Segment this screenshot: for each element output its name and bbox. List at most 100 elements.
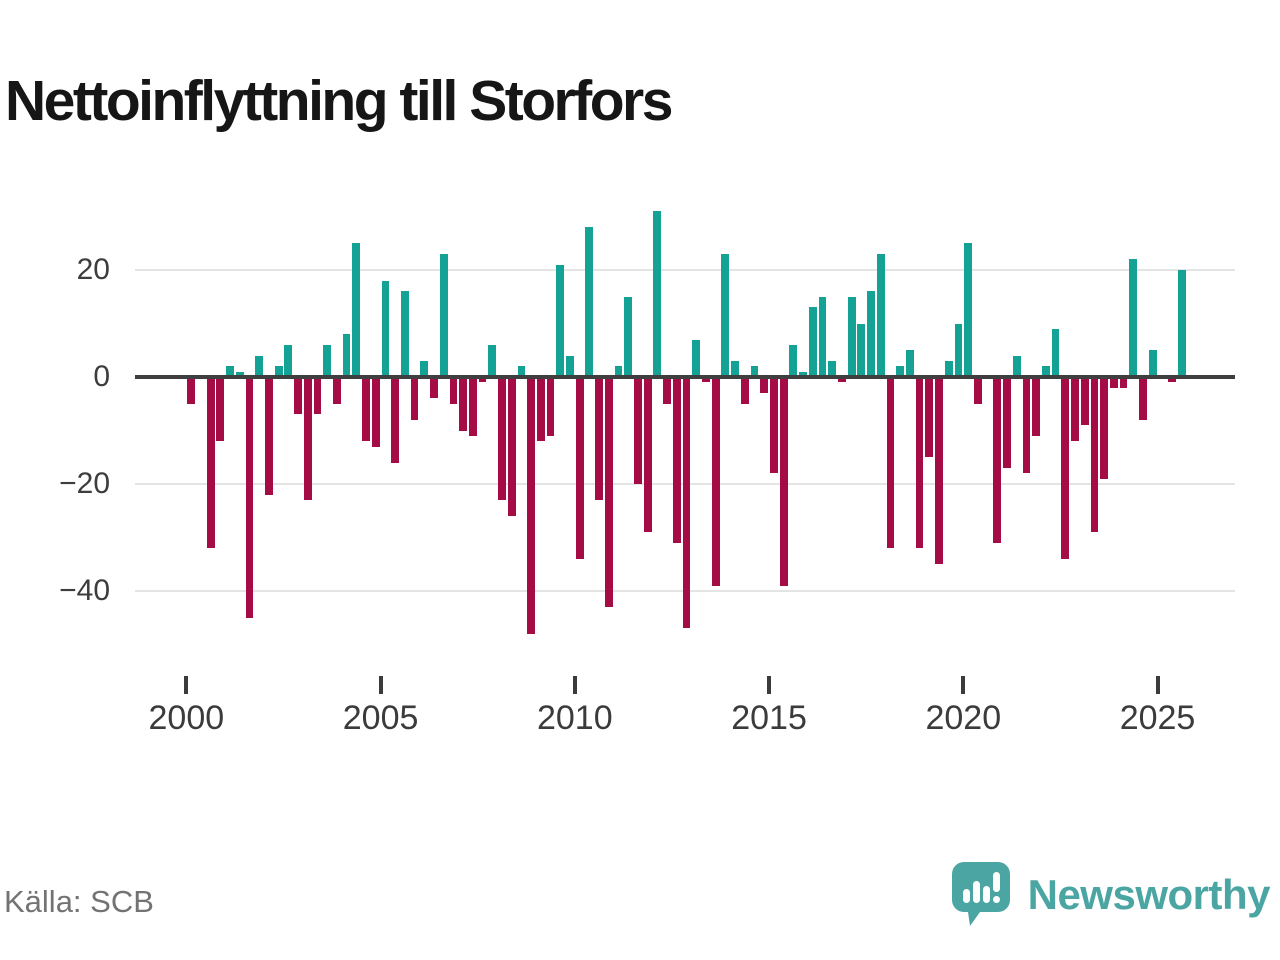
bar-85 <box>1012 355 1021 377</box>
bar-61 <box>779 377 788 586</box>
bar-66 <box>828 360 837 377</box>
bar-77 <box>935 377 943 565</box>
bar-95 <box>1109 377 1118 388</box>
bar-24 <box>420 360 429 377</box>
bar-81 <box>973 377 982 404</box>
logo-chart-bar-3 <box>982 886 990 903</box>
bar-53 <box>702 377 710 383</box>
bar-26 <box>439 253 448 377</box>
bar-88 <box>1041 366 1050 377</box>
x-axis-label-2005: 2005 <box>342 699 419 737</box>
bar-62 <box>789 344 798 377</box>
bar-37 <box>546 377 555 436</box>
bar-83 <box>993 377 1002 543</box>
bar-46 <box>634 377 642 484</box>
bar-13 <box>313 377 322 415</box>
bar-55 <box>721 253 730 377</box>
bar-68 <box>847 296 856 377</box>
newsworthy-logo: Newsworthy <box>951 862 1271 928</box>
bar-99 <box>1148 350 1157 377</box>
bar-71 <box>876 253 885 377</box>
bar-84 <box>1003 377 1011 468</box>
bar-16 <box>342 334 351 377</box>
bar-22 <box>400 291 409 377</box>
bar-76 <box>925 377 934 458</box>
bar-90 <box>1061 377 1070 559</box>
bar-70 <box>867 291 875 377</box>
bar-0 <box>187 377 196 404</box>
x-tick-2025 <box>1155 676 1160 694</box>
bar-11 <box>294 377 302 415</box>
x-axis-label-2010: 2010 <box>536 699 613 737</box>
bar-32 <box>498 377 506 501</box>
bar-87 <box>1032 377 1041 436</box>
bar-75 <box>915 377 924 549</box>
bar-48 <box>653 211 662 377</box>
x-axis-label-2020: 2020 <box>925 699 1002 737</box>
y-axis-label-0: 0 <box>93 360 110 393</box>
bar-94 <box>1100 377 1109 479</box>
y-axis-label--40: −40 <box>59 574 110 607</box>
logo-chart-bar-2 <box>972 881 980 903</box>
bar-43 <box>604 377 613 608</box>
bar-18 <box>362 377 370 442</box>
logo-exclamation-bar <box>992 872 1000 892</box>
bar-89 <box>1051 328 1060 377</box>
x-tick-2005 <box>378 676 383 694</box>
bar-20 <box>381 280 390 377</box>
x-axis-label-2000: 2000 <box>148 699 225 737</box>
x-axis-line <box>135 375 1235 379</box>
bar-19 <box>371 377 380 447</box>
bar-92 <box>1080 377 1089 426</box>
bar-80 <box>964 243 973 377</box>
bar-5 <box>235 371 244 377</box>
bar-21 <box>391 377 400 463</box>
bar-30 <box>478 377 487 383</box>
bar-54 <box>711 377 720 586</box>
bar-15 <box>332 377 341 404</box>
bar-101 <box>1168 377 1176 383</box>
bar-69 <box>857 323 866 377</box>
bar-60 <box>770 377 778 474</box>
bar-14 <box>323 344 332 377</box>
bar-41 <box>585 227 594 377</box>
x-axis-label-2025: 2025 <box>1119 699 1196 737</box>
bar-3 <box>216 377 225 442</box>
bar-78 <box>944 360 953 377</box>
bar-102 <box>1177 270 1186 377</box>
bar-31 <box>488 344 497 377</box>
x-tick-2010 <box>572 676 577 694</box>
bar-36 <box>536 377 545 442</box>
logo-chart-bar-1 <box>962 889 970 903</box>
bar-73 <box>896 366 905 377</box>
bar-58 <box>750 366 759 377</box>
bar-4 <box>226 366 234 377</box>
bar-8 <box>264 377 273 495</box>
bar-38 <box>556 264 565 377</box>
bar-50 <box>672 377 681 543</box>
bar-33 <box>507 377 516 517</box>
bar-25 <box>430 377 438 399</box>
x-axis-label-2015: 2015 <box>731 699 807 737</box>
bar-93 <box>1090 377 1099 533</box>
bar-23 <box>410 377 419 420</box>
bar-12 <box>303 377 312 501</box>
bar-56 <box>731 360 739 377</box>
bar-42 <box>595 377 603 501</box>
bar-51 <box>682 377 691 629</box>
bar-64 <box>808 307 817 377</box>
bar-27 <box>449 377 458 404</box>
bar-28 <box>459 377 468 431</box>
bar-86 <box>1022 377 1031 474</box>
y-axis-label--20: −20 <box>59 467 110 500</box>
bar-17 <box>352 243 361 377</box>
bar-91 <box>1071 377 1079 442</box>
bar-98 <box>1139 377 1147 420</box>
bar-40 <box>575 377 584 559</box>
bar-97 <box>1129 259 1138 377</box>
bar-34 <box>517 366 526 377</box>
bar-59 <box>760 377 769 394</box>
x-tick-2000 <box>184 676 189 694</box>
bar-65 <box>818 296 827 377</box>
